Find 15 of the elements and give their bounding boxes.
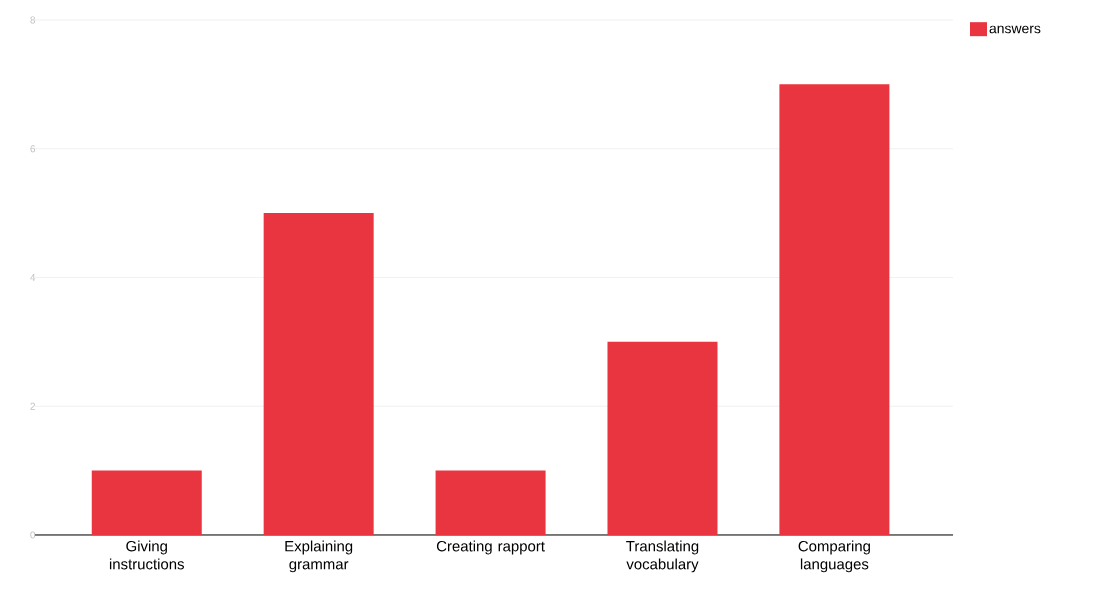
bar xyxy=(779,84,890,535)
x-tick-label: Giving instructions xyxy=(109,540,184,570)
x-tick-label: Comparing languages xyxy=(798,540,870,573)
bar xyxy=(263,213,374,535)
bar xyxy=(435,470,546,535)
bar xyxy=(607,341,718,535)
x-tick-label: Translating vocabulary xyxy=(626,540,699,573)
y-tick-label: 0 xyxy=(30,531,36,539)
bar xyxy=(91,470,202,535)
y-tick-label: 4 xyxy=(30,274,36,281)
y-tick-label: 6 xyxy=(30,145,36,153)
y-tick-label: 8 xyxy=(30,16,36,24)
x-tick-label: Explaining grammar xyxy=(285,540,353,573)
x-tick-label: Creating rapport xyxy=(436,540,545,555)
legend-label: answers xyxy=(989,25,1041,34)
